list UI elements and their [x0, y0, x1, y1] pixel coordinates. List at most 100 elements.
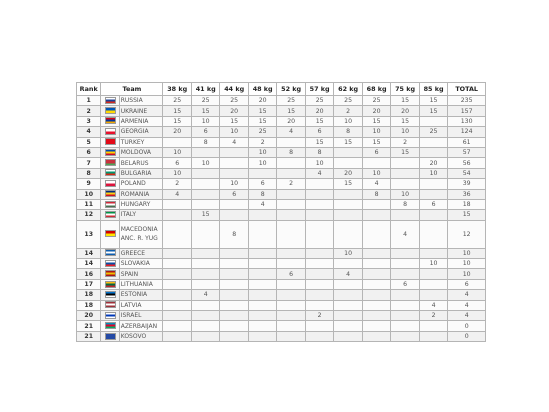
- score-cell: 10: [418, 258, 449, 270]
- rank-cell: 17: [75, 278, 102, 291]
- score-cell: [162, 320, 192, 332]
- score-cell: [390, 258, 420, 270]
- rank-cell: 14: [75, 258, 102, 270]
- score-cell: [190, 320, 221, 332]
- score-cell: 20: [276, 115, 306, 128]
- score-cell: [276, 310, 306, 322]
- score-cell: 4: [418, 299, 449, 312]
- score-cell: [247, 268, 278, 280]
- rank-cell: 4: [75, 126, 102, 138]
- score-cell: 4: [304, 167, 335, 180]
- score-cell: 15: [190, 209, 221, 221]
- score-cell: [304, 278, 335, 291]
- score-cell: 15: [162, 105, 192, 117]
- score-cell: [304, 299, 335, 312]
- latvia-flag-icon: [104, 301, 116, 309]
- table-row: 3 ARMENIA 15 10 15 15 20 15 10 15 15 130: [75, 115, 486, 128]
- table-row: 18 ESTONIA 4 4: [75, 289, 486, 301]
- score-cell: 6: [162, 157, 192, 169]
- score-cell: 15: [361, 136, 392, 148]
- total-cell: 10: [447, 268, 486, 280]
- score-cell: 8: [361, 188, 392, 200]
- score-cell: [333, 157, 363, 169]
- score-cell: 10: [390, 126, 420, 138]
- rank-cell: 21: [75, 330, 102, 343]
- score-cell: 15: [418, 94, 449, 107]
- score-cell: 10: [304, 157, 335, 169]
- score-cell: [418, 146, 449, 159]
- total-cell: 39: [447, 178, 486, 190]
- score-cell: [304, 330, 335, 343]
- column-header: 75 kg: [390, 82, 420, 96]
- score-cell: 25: [190, 94, 221, 107]
- team-name: GREECE: [118, 247, 164, 260]
- score-cell: [190, 299, 221, 312]
- score-cell: 8: [304, 146, 335, 159]
- score-cell: [276, 157, 306, 169]
- team-name: LATVIA: [118, 299, 164, 312]
- score-cell: 2: [162, 178, 192, 190]
- spain-flag-icon: [104, 270, 116, 278]
- score-cell: 8: [276, 146, 306, 159]
- score-cell: [190, 146, 221, 159]
- score-cell: 6: [219, 188, 249, 200]
- rank-cell: 18: [75, 289, 102, 301]
- score-cell: [418, 209, 449, 221]
- table-row: 12 ITALY 15 15: [75, 209, 486, 221]
- score-cell: [247, 299, 278, 312]
- score-cell: 2: [390, 136, 420, 148]
- table-row: 21 AZERBAIJAN 0: [75, 320, 486, 332]
- header-row: Rank Team 38 kg 41 kg 44 kg 48 kg 52 kg 57 kg 62…: [75, 82, 486, 96]
- team-name: SPAIN: [118, 268, 164, 280]
- macedonia-flag-icon: [104, 230, 116, 238]
- score-cell: [276, 278, 306, 291]
- team-name: ARMENIA: [118, 115, 164, 128]
- russia-flag-icon: [104, 96, 116, 104]
- table-row: 5 TURKEY 8 4 2 15 15 15 2 61: [75, 136, 486, 148]
- flag-cell: [100, 94, 120, 107]
- belarus-flag-icon: [104, 159, 116, 167]
- slovakia-flag-icon: [104, 259, 116, 267]
- score-cell: [219, 330, 249, 343]
- score-cell: [418, 289, 449, 301]
- score-cell: [361, 310, 392, 322]
- score-cell: [190, 219, 221, 249]
- total-cell: 54: [447, 167, 486, 180]
- score-cell: [361, 247, 392, 260]
- score-cell: 15: [247, 105, 278, 117]
- score-cell: 10: [162, 167, 192, 180]
- score-cell: 6: [304, 126, 335, 138]
- results-table: Rank Team 38 kg 41 kg 44 kg 48 kg 52 kg 57 kg 62…: [75, 82, 486, 343]
- flag-cell: [100, 289, 120, 301]
- score-cell: [333, 146, 363, 159]
- column-header: TOTAL: [447, 82, 486, 96]
- team-name: ISRAEL: [118, 310, 164, 322]
- score-cell: [247, 258, 278, 270]
- score-cell: [219, 268, 249, 280]
- score-cell: [333, 299, 363, 312]
- score-cell: 8: [247, 188, 278, 200]
- score-cell: [276, 198, 306, 211]
- score-cell: [304, 178, 335, 190]
- armenia-flag-icon: [104, 117, 116, 125]
- total-cell: 56: [447, 157, 486, 169]
- score-cell: [418, 330, 449, 343]
- table-row: 7 BELARUS 6 10 10 10 20 56: [75, 157, 486, 169]
- score-cell: [247, 289, 278, 301]
- score-cell: [304, 198, 335, 211]
- score-cell: [390, 178, 420, 190]
- score-cell: [361, 198, 392, 211]
- score-cell: 15: [190, 105, 221, 117]
- column-header: 48 kg: [247, 82, 278, 96]
- italy-flag-icon: [104, 210, 116, 218]
- score-cell: [361, 157, 392, 169]
- score-cell: [276, 320, 306, 332]
- total-cell: 0: [447, 320, 486, 332]
- score-cell: [162, 209, 192, 221]
- column-header: 57 kg: [304, 82, 335, 96]
- score-cell: [390, 330, 420, 343]
- bulgaria-flag-icon: [104, 169, 116, 177]
- score-cell: [333, 330, 363, 343]
- score-cell: 15: [390, 146, 420, 159]
- georgia-flag-icon: [104, 127, 116, 135]
